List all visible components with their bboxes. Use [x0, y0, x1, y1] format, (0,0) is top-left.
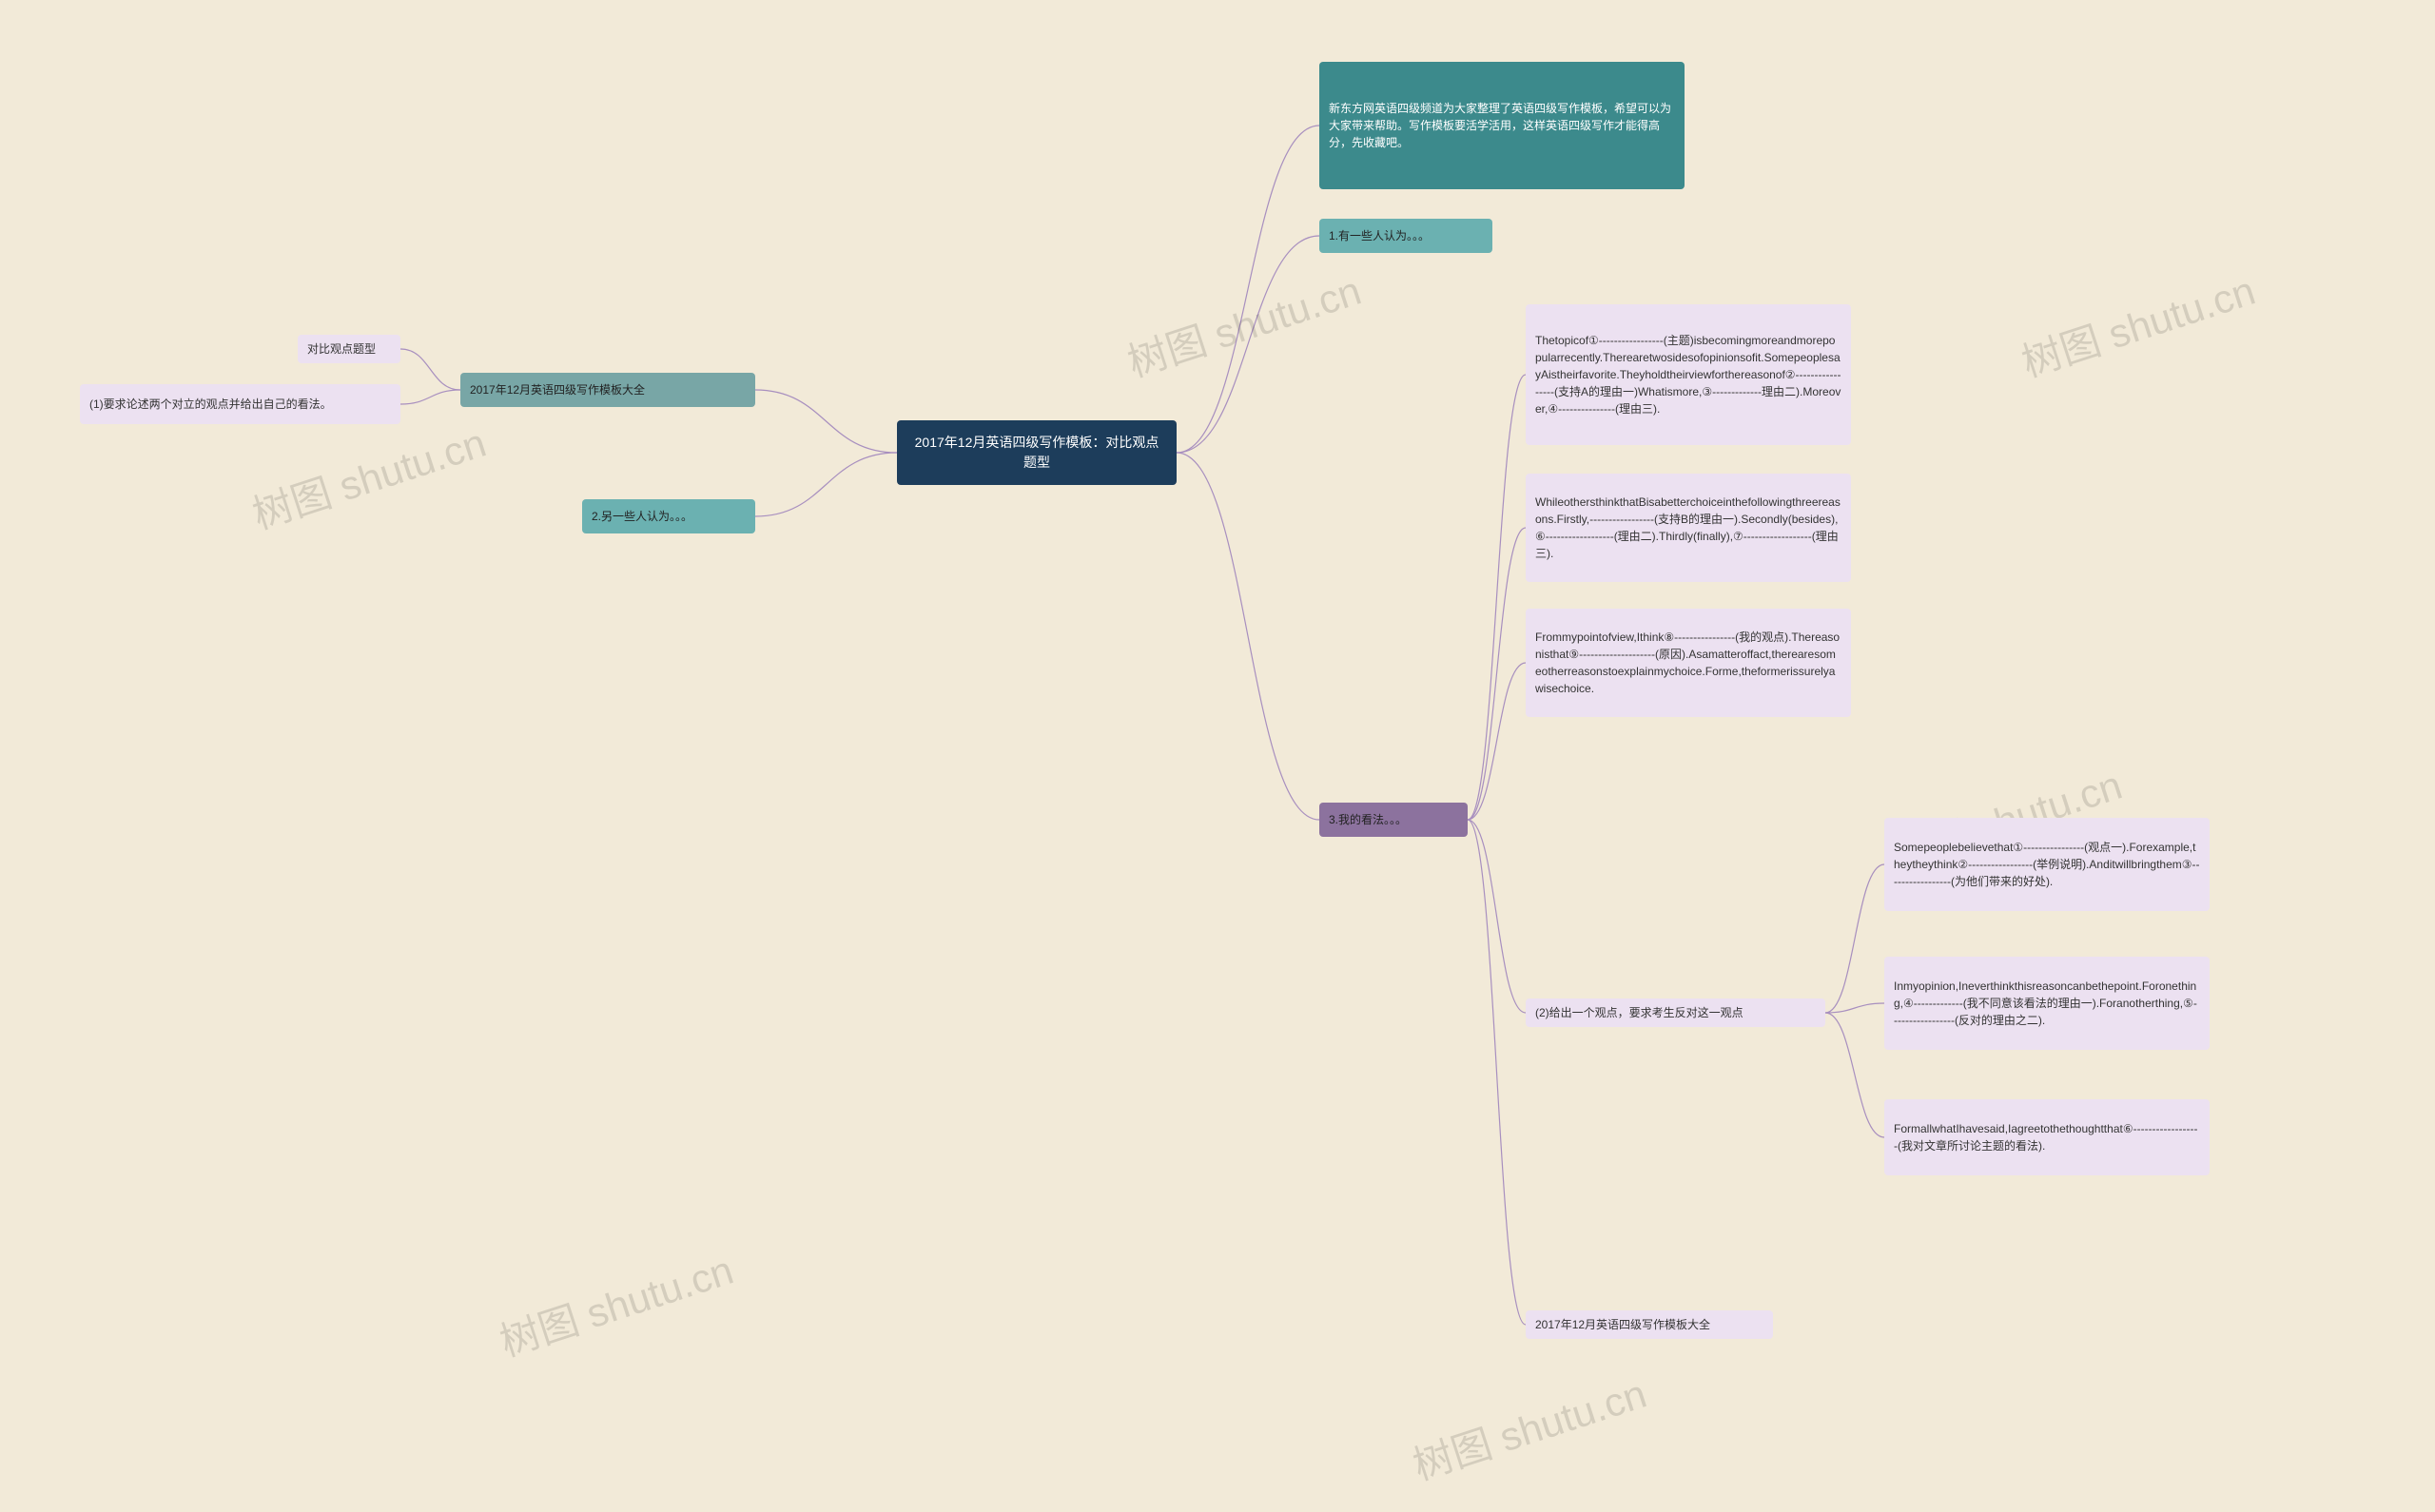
mindmap-node-r3_c[interactable]: Frommypointofview,Ithink⑧---------------…: [1526, 609, 1851, 717]
connector: [400, 349, 460, 390]
connector: [1177, 126, 1319, 453]
mindmap-node-left_a[interactable]: 2017年12月英语四级写作模板大全: [460, 373, 755, 407]
mindmap-node-r3_d3[interactable]: FormallwhatIhavesaid,Iagreetothethoughtt…: [1884, 1099, 2210, 1175]
mindmap-node-r3_d1[interactable]: Somepeoplebelievethat①----------------(观…: [1884, 818, 2210, 911]
connector: [1468, 375, 1526, 820]
connector: [755, 453, 897, 516]
connector-layer: [0, 0, 2435, 1512]
watermark: 树图 shutu.cn: [2014, 259, 2262, 389]
connector: [1468, 820, 1526, 1013]
connector: [1825, 1003, 1884, 1013]
mindmap-node-right_3[interactable]: 3.我的看法。。。: [1319, 803, 1468, 837]
watermark: 树图 shutu.cn: [244, 411, 493, 541]
mindmap-node-left_b[interactable]: 2.另一些人认为。。。: [582, 499, 755, 533]
mindmap-node-root[interactable]: 2017年12月英语四级写作模板：对比观点题型: [897, 420, 1177, 485]
connector: [1468, 663, 1526, 820]
connector: [400, 390, 460, 404]
mindmap-node-r3_a[interactable]: Thetopicof①-----------------(主题)isbecomi…: [1526, 304, 1851, 445]
watermark: 树图 shutu.cn: [492, 1238, 740, 1368]
connector: [1825, 1013, 1884, 1137]
mindmap-canvas: 树图 shutu.cn 树图 shutu.cn 树图 shutu.cn 树图 shut…: [0, 0, 2435, 1512]
mindmap-node-right_intro[interactable]: 新东方网英语四级频道为大家整理了英语四级写作模板，希望可以为大家带来帮助。写作模…: [1319, 62, 1685, 189]
connector: [1177, 453, 1319, 820]
watermark: 树图 shutu.cn: [1405, 1362, 1653, 1492]
mindmap-node-left_a2[interactable]: (1)要求论述两个对立的观点并给出自己的看法。: [80, 384, 400, 424]
mindmap-node-r3_b[interactable]: WhileothersthinkthatBisabetterchoiceinth…: [1526, 474, 1851, 582]
connector: [1468, 820, 1526, 1325]
connector: [1825, 864, 1884, 1013]
mindmap-node-r3_d[interactable]: (2)给出一个观点，要求考生反对这一观点: [1526, 998, 1825, 1027]
mindmap-node-left_a1[interactable]: 对比观点题型: [298, 335, 400, 363]
connector: [1177, 236, 1319, 453]
connector: [1468, 528, 1526, 820]
mindmap-node-right_1[interactable]: 1.有一些人认为。。。: [1319, 219, 1492, 253]
connector: [755, 390, 897, 453]
mindmap-node-r3_d2[interactable]: Inmyopinion,Ineverthinkthisreasoncanbeth…: [1884, 957, 2210, 1050]
watermark: 树图 shutu.cn: [1120, 259, 1368, 389]
mindmap-node-r3_e[interactable]: 2017年12月英语四级写作模板大全: [1526, 1310, 1773, 1339]
